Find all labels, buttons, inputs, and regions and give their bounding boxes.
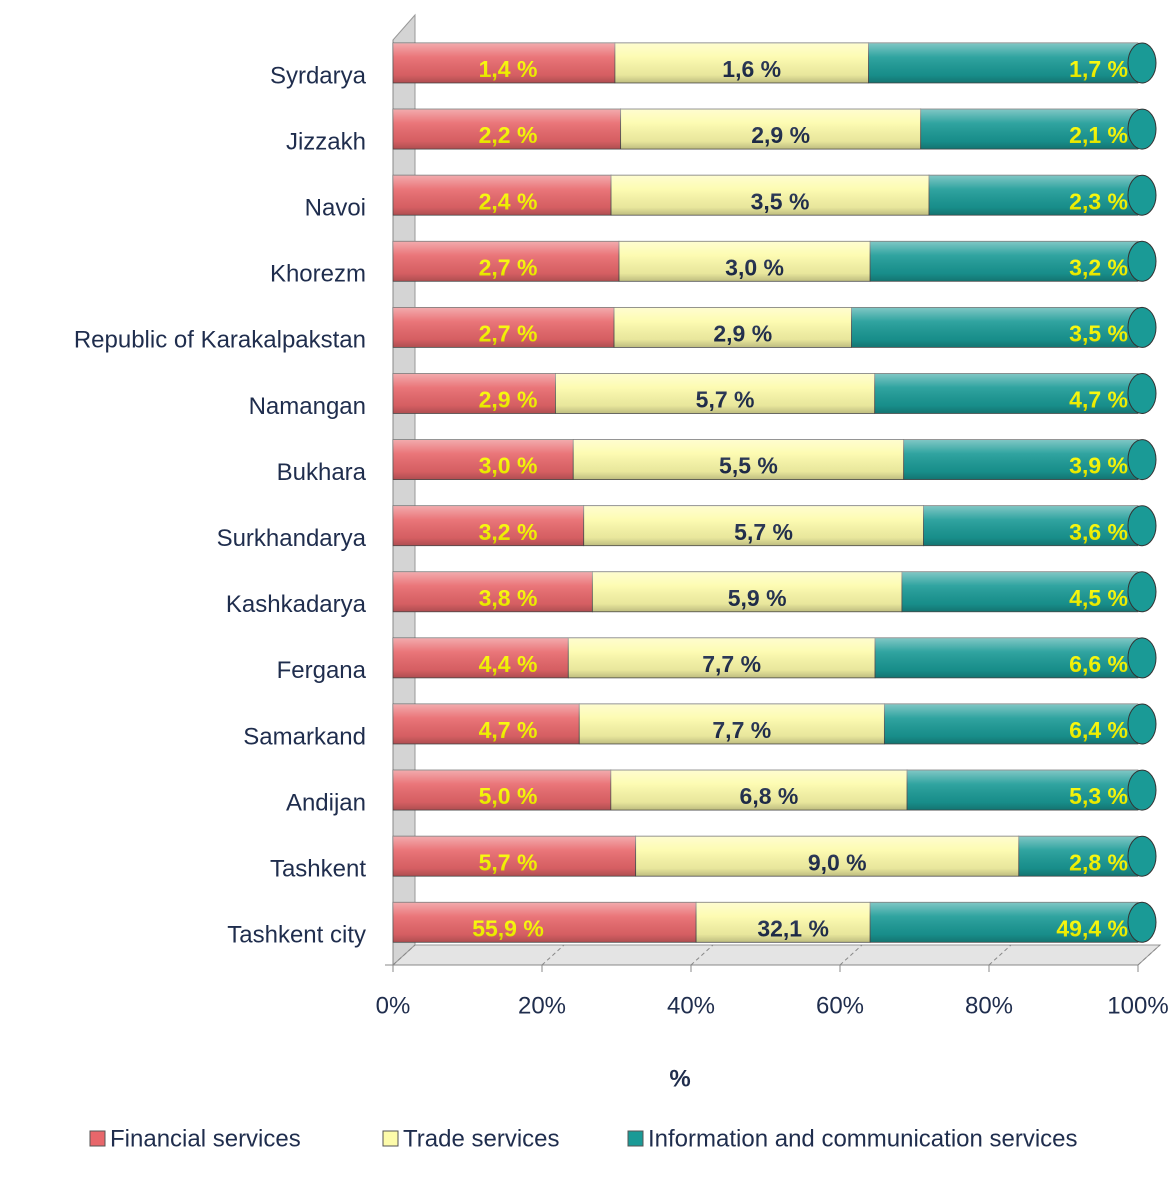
data-label: 6,4 %	[1069, 717, 1128, 743]
bar-segment	[392, 901, 697, 943]
x-floor-tick	[541, 944, 565, 966]
data-label: 7,7 %	[702, 651, 761, 677]
bar-cap	[1127, 505, 1157, 547]
data-label: 6,8 %	[740, 783, 799, 809]
bar-cap	[1127, 306, 1157, 348]
legend-marker	[89, 1130, 106, 1147]
x-floor-tick	[839, 944, 863, 966]
bar-cap	[1127, 769, 1157, 811]
bar-cap	[1127, 373, 1157, 414]
data-label: 4,7 %	[1069, 387, 1128, 413]
data-label: 5,9 %	[728, 585, 787, 611]
bar-cap	[1127, 637, 1157, 679]
data-label: 1,7 %	[1069, 56, 1128, 82]
y-tick-label: Surkhandarya	[217, 525, 367, 552]
data-label: 2,9 %	[751, 122, 810, 148]
data-label: 1,6 %	[722, 56, 781, 82]
y-tick-label: Namangan	[249, 393, 366, 420]
y-tick-label: Navoi	[305, 195, 366, 222]
data-label: 3,5 %	[1069, 320, 1128, 346]
floor	[391, 944, 1162, 966]
x-tick-label: 60%	[816, 992, 864, 1019]
data-label: 3,2 %	[479, 519, 538, 545]
bar-cap	[1127, 42, 1157, 84]
data-label: 2,7 %	[479, 254, 538, 280]
y-tick-label: Tashkent	[270, 856, 366, 883]
bar-cap	[1127, 901, 1157, 943]
data-label: 4,4 %	[479, 651, 538, 677]
data-label: 5,7 %	[696, 387, 755, 413]
bar-cap	[1127, 703, 1157, 745]
data-label: 3,0 %	[725, 254, 784, 280]
x-tick-label: 100%	[1107, 992, 1168, 1019]
legend-label: Information and communication services	[648, 1125, 1078, 1152]
y-tick-label: Kashkadarya	[226, 591, 367, 618]
side-wall	[392, 13, 416, 967]
data-label: 2,9 %	[479, 387, 538, 413]
data-label: 5,5 %	[719, 453, 778, 479]
y-tick-label: Andijan	[286, 789, 366, 816]
data-label: 32,1 %	[757, 915, 829, 941]
data-label: 7,7 %	[712, 717, 771, 743]
data-label: 2,3 %	[1069, 188, 1128, 214]
legend-marker	[382, 1130, 399, 1147]
x-floor-tick	[392, 944, 416, 966]
y-tick-label: Khorezm	[270, 261, 366, 288]
legend-label: Trade services	[403, 1125, 560, 1152]
data-label: 4,7 %	[479, 717, 538, 743]
data-label: 3,6 %	[1069, 519, 1128, 545]
data-label: 2,2 %	[479, 122, 538, 148]
data-label: 2,8 %	[1069, 849, 1128, 875]
data-label: 4,5 %	[1069, 585, 1128, 611]
data-label: 2,7 %	[479, 320, 538, 346]
y-tick-label: Jizzakh	[286, 128, 366, 155]
legend-label: Financial services	[110, 1125, 301, 1152]
data-label: 1,4 %	[479, 56, 538, 82]
data-label: 5,3 %	[1069, 783, 1128, 809]
data-label: 9,0 %	[808, 849, 867, 875]
x-tick-label: 0%	[376, 992, 411, 1019]
data-label: 6,6 %	[1069, 651, 1128, 677]
y-tick-label: Tashkent city	[227, 922, 366, 949]
x-tick-label: 80%	[965, 992, 1013, 1019]
data-label: 49,4 %	[1056, 915, 1128, 941]
bar-cap	[1127, 835, 1157, 877]
y-tick-label: Bukhara	[277, 459, 367, 486]
y-tick-label: Fergana	[277, 657, 367, 684]
y-tick-label: Syrdarya	[270, 62, 367, 89]
x-floor-tick	[1137, 944, 1161, 966]
data-label: 2,1 %	[1069, 122, 1128, 148]
data-label: 3,2 %	[1069, 254, 1128, 280]
bar-cap	[1127, 571, 1157, 613]
x-tick-label: 40%	[667, 992, 715, 1019]
x-tick-label: 20%	[518, 992, 566, 1019]
x-axis-title: %	[669, 1065, 690, 1092]
x-floor-tick	[988, 944, 1012, 966]
bar-cap	[1127, 108, 1157, 150]
x-floor-tick	[690, 944, 714, 966]
data-label: 2,4 %	[479, 188, 538, 214]
data-label: 55,9 %	[472, 915, 544, 941]
bar-cap	[1127, 439, 1157, 481]
data-label: 5,0 %	[479, 783, 538, 809]
data-label: 5,7 %	[734, 519, 793, 545]
bar-cap	[1127, 240, 1157, 282]
data-label: 3,8 %	[479, 585, 538, 611]
y-tick-label: Samarkand	[243, 723, 366, 750]
data-label: 3,5 %	[751, 188, 810, 214]
legend-marker	[627, 1130, 644, 1147]
data-label: 2,9 %	[713, 320, 772, 346]
y-tick-label: Republic of Karakalpakstan	[74, 327, 366, 354]
data-label: 3,9 %	[1069, 453, 1128, 479]
data-label: 3,0 %	[479, 453, 538, 479]
data-label: 5,7 %	[479, 849, 538, 875]
bar-cap	[1127, 174, 1157, 216]
